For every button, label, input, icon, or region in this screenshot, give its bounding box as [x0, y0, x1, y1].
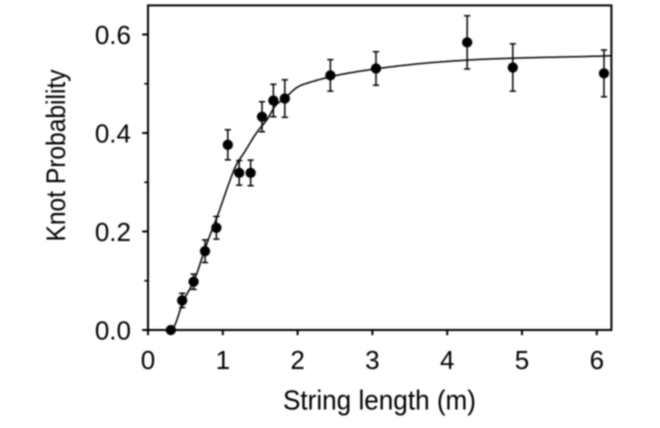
- svg-text:0: 0: [141, 345, 155, 375]
- svg-text:0.0: 0.0: [95, 315, 131, 345]
- svg-text:5: 5: [515, 345, 529, 375]
- svg-text:6: 6: [590, 345, 604, 375]
- svg-text:Knot Probability: Knot Probability: [41, 69, 71, 241]
- svg-text:0.4: 0.4: [95, 118, 131, 148]
- svg-text:0.6: 0.6: [95, 20, 131, 50]
- svg-text:1: 1: [216, 345, 230, 375]
- svg-text:4: 4: [440, 345, 454, 375]
- svg-text:2: 2: [290, 345, 304, 375]
- svg-text:3: 3: [365, 345, 379, 375]
- svg-text:0.2: 0.2: [95, 217, 131, 247]
- svg-text:String length (m): String length (m): [283, 385, 476, 416]
